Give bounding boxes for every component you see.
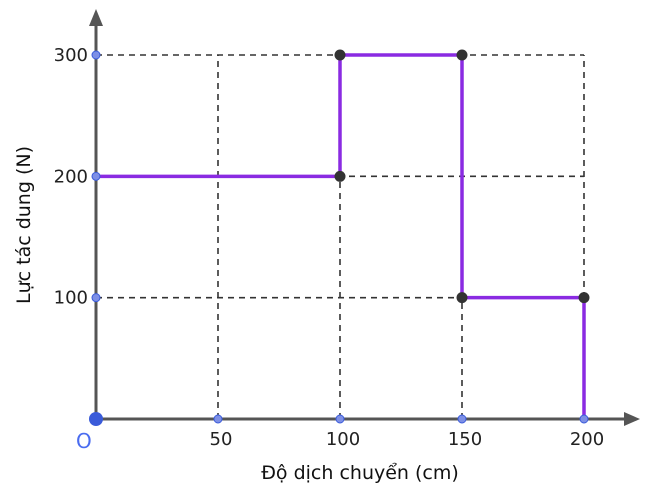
origin-label: O [76, 429, 92, 453]
y-tick-point [91, 50, 101, 60]
x-tick-label: 150 [448, 429, 482, 450]
x-tick-label: 200 [570, 429, 604, 450]
y-tick-label: 300 [54, 45, 88, 66]
y-tick-point [91, 171, 101, 181]
y-tick-label: 200 [54, 166, 88, 187]
x-tick-point [213, 414, 223, 424]
y-axis-arrow [89, 9, 103, 26]
x-tick-label: 50 [210, 429, 233, 450]
y-tick-label: 100 [54, 288, 88, 309]
tick-labels: 50 100 150 200 100 200 300 [54, 45, 605, 450]
x-tick-point [335, 414, 345, 424]
axes [89, 9, 640, 426]
x-axis-title: Độ dịch chuyển (cm) [261, 462, 459, 484]
data-points [334, 49, 590, 304]
x-tick-label: 100 [326, 429, 360, 450]
origin-point [89, 412, 103, 426]
data-point [456, 292, 468, 304]
y-axis-title: Lực tác dung (N) [13, 146, 35, 304]
x-tick-point [457, 414, 467, 424]
data-point [456, 49, 468, 61]
tick-marks [89, 50, 589, 426]
y-tick-point [91, 293, 101, 303]
x-tick-point [579, 414, 589, 424]
data-point [334, 170, 346, 182]
data-point [578, 292, 590, 304]
data-point [334, 49, 346, 61]
x-axis-arrow [624, 412, 640, 426]
